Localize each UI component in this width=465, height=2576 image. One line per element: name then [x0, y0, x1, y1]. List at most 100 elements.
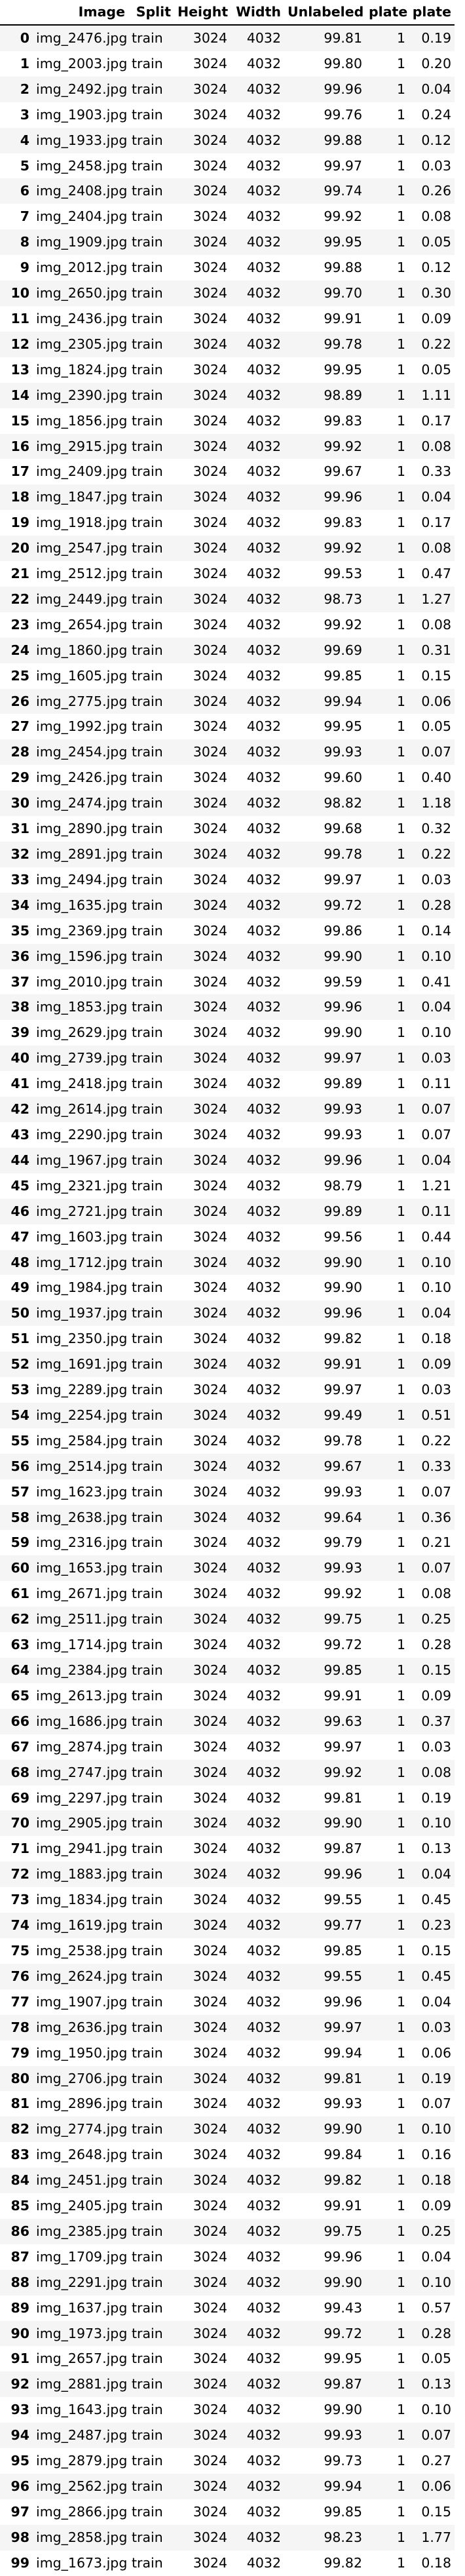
- width-cell: 4032: [246, 922, 281, 939]
- width-cell: 4032: [246, 1101, 281, 1118]
- plate-count-cell: 1: [396, 1432, 405, 1449]
- width-cell: 4032: [246, 1713, 281, 1729]
- image-cell: img_1937.jpg: [36, 1305, 128, 1321]
- row-index: 31: [10, 821, 29, 837]
- unlabeled-cell: 99.90: [324, 1279, 362, 1296]
- image-cell: img_2512.jpg: [36, 566, 128, 582]
- plate-percent-cell: 0.08: [421, 438, 451, 454]
- plate-percent-cell: 0.08: [421, 208, 451, 225]
- unlabeled-cell: 99.94: [324, 2044, 362, 2061]
- unlabeled-cell: 99.95: [324, 718, 362, 735]
- height-cell: 3024: [193, 463, 227, 480]
- height-cell: 3024: [193, 2248, 227, 2265]
- image-cell: img_2657.jpg: [36, 2351, 128, 2367]
- plate-count-cell: 1: [396, 463, 405, 480]
- plate-count-cell: 1: [396, 897, 405, 913]
- row-index: 18: [10, 489, 29, 505]
- header-row: Image Split Height Width Unlabeled plate plate: [0, 0, 455, 26]
- table-row: 38 img_1853.jpg train 3024 4032 99.96 1 0.04: [0, 994, 455, 1021]
- split-cell: train: [132, 81, 163, 97]
- split-cell: train: [132, 821, 163, 837]
- plate-percent-cell: 0.04: [421, 1993, 451, 2010]
- plate-percent-cell: 0.17: [421, 412, 451, 429]
- row-index: 52: [10, 1356, 29, 1373]
- table-row: 59 img_2316.jpg train 3024 4032 99.79 1 0.21: [0, 1530, 455, 1556]
- image-cell: img_2454.jpg: [36, 744, 128, 760]
- unlabeled-cell: 99.96: [324, 1152, 362, 1168]
- width-cell: 4032: [246, 2478, 281, 2494]
- table-row: 93 img_1643.jpg train 3024 4032 99.90 1 0.10: [0, 2397, 455, 2423]
- table-row: 98 img_2858.jpg train 3024 4032 98.23 1 1.77: [0, 2524, 455, 2550]
- split-cell: train: [132, 1050, 163, 1066]
- width-cell: 4032: [246, 795, 281, 811]
- plate-percent-cell: 0.17: [421, 515, 451, 531]
- plate-percent-cell: 0.15: [421, 1662, 451, 1678]
- row-index: 29: [10, 770, 29, 786]
- plate-percent-cell: 0.04: [421, 1305, 451, 1321]
- split-cell: train: [132, 387, 163, 403]
- plate-count-cell: 1: [396, 285, 405, 302]
- width-cell: 4032: [246, 157, 281, 174]
- row-index: 82: [10, 2121, 29, 2137]
- row-index: 77: [10, 1993, 29, 2010]
- height-cell: 3024: [193, 1025, 227, 1041]
- plate-count-cell: 1: [396, 1789, 405, 1806]
- width-cell: 4032: [246, 1560, 281, 1576]
- plate-percent-cell: 0.03: [421, 2019, 451, 2035]
- split-cell: train: [132, 1611, 163, 1628]
- row-index: 39: [10, 1025, 29, 1041]
- row-index: 22: [10, 591, 29, 607]
- image-cell: img_2449.jpg: [36, 591, 128, 607]
- plate-count-cell: 1: [396, 1917, 405, 1934]
- plate-percent-cell: 0.15: [421, 667, 451, 684]
- split-cell: train: [132, 1458, 163, 1474]
- unlabeled-cell: 99.97: [324, 2019, 362, 2035]
- height-cell: 3024: [193, 897, 227, 913]
- width-cell: 4032: [246, 2223, 281, 2239]
- image-cell: img_2492.jpg: [36, 81, 128, 97]
- image-cell: img_2613.jpg: [36, 1687, 128, 1704]
- table-row: 5 img_2458.jpg train 3024 4032 99.97 1 0.03: [0, 153, 455, 179]
- row-index: 99: [10, 2554, 29, 2571]
- row-index: 55: [10, 1432, 29, 1449]
- height-cell: 3024: [193, 821, 227, 837]
- height-cell: 3024: [193, 1305, 227, 1321]
- height-cell: 3024: [193, 1407, 227, 1423]
- row-index: 63: [10, 1637, 29, 1653]
- table-row: 21 img_2512.jpg train 3024 4032 99.53 1 0.47: [0, 561, 455, 587]
- height-cell: 3024: [193, 1509, 227, 1525]
- row-index: 64: [10, 1662, 29, 1678]
- unlabeled-cell: 99.75: [324, 1611, 362, 1628]
- plate-count-cell: 1: [396, 2044, 405, 2061]
- image-cell: img_2538.jpg: [36, 1942, 128, 1959]
- plate-percent-cell: 0.18: [421, 1331, 451, 1347]
- data-table: Image Split Height Width Unlabeled plate plate…: [0, 0, 455, 2571]
- unlabeled-cell: 99.93: [324, 1126, 362, 1142]
- plate-percent-cell: 0.45: [421, 1968, 451, 1984]
- table-row: 1 img_2003.jpg train 3024 4032 99.80 1 0.20: [0, 50, 455, 77]
- height-cell: 3024: [193, 310, 227, 326]
- split-cell: train: [132, 1203, 163, 1219]
- image-cell: img_2514.jpg: [36, 1458, 128, 1474]
- plate-count-cell: 1: [396, 132, 405, 148]
- unlabeled-cell: 99.89: [324, 1076, 362, 1092]
- unlabeled-cell: 99.81: [324, 30, 362, 46]
- plate-count-cell: 1: [396, 1126, 405, 1142]
- image-cell: img_2858.jpg: [36, 2529, 128, 2545]
- plate-percent-cell: 0.15: [421, 1942, 451, 1959]
- row-index: 38: [10, 999, 29, 1015]
- table-row: 77 img_1907.jpg train 3024 4032 99.96 1 0.04: [0, 1989, 455, 2015]
- table-header: Image Split Height Width Unlabeled plate plate: [0, 0, 455, 26]
- row-index: 9: [20, 260, 29, 276]
- width-cell: 4032: [246, 515, 281, 531]
- unlabeled-cell: 99.60: [324, 770, 362, 786]
- row-index: 25: [10, 667, 29, 684]
- plate-count-cell: 1: [396, 183, 405, 199]
- width-cell: 4032: [246, 2172, 281, 2189]
- height-cell: 3024: [193, 1738, 227, 1755]
- width-cell: 4032: [246, 1432, 281, 1449]
- image-cell: img_2451.jpg: [36, 2172, 128, 2189]
- row-index: 4: [20, 132, 29, 148]
- table-row: 13 img_1824.jpg train 3024 4032 99.95 1 0.05: [0, 357, 455, 383]
- split-cell: train: [132, 489, 163, 505]
